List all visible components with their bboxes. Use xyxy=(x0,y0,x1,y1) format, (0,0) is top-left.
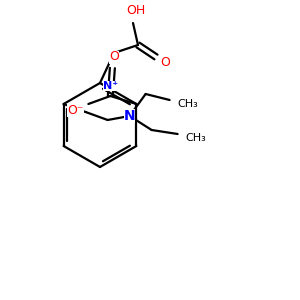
Text: CH₃: CH₃ xyxy=(177,99,198,109)
Text: O: O xyxy=(160,56,170,70)
Text: O⁻: O⁻ xyxy=(67,103,84,116)
Text: OH: OH xyxy=(126,4,146,17)
Text: O: O xyxy=(110,50,119,64)
Text: CH₃: CH₃ xyxy=(185,133,206,143)
Text: N: N xyxy=(124,109,135,123)
Text: N⁺: N⁺ xyxy=(103,81,118,91)
